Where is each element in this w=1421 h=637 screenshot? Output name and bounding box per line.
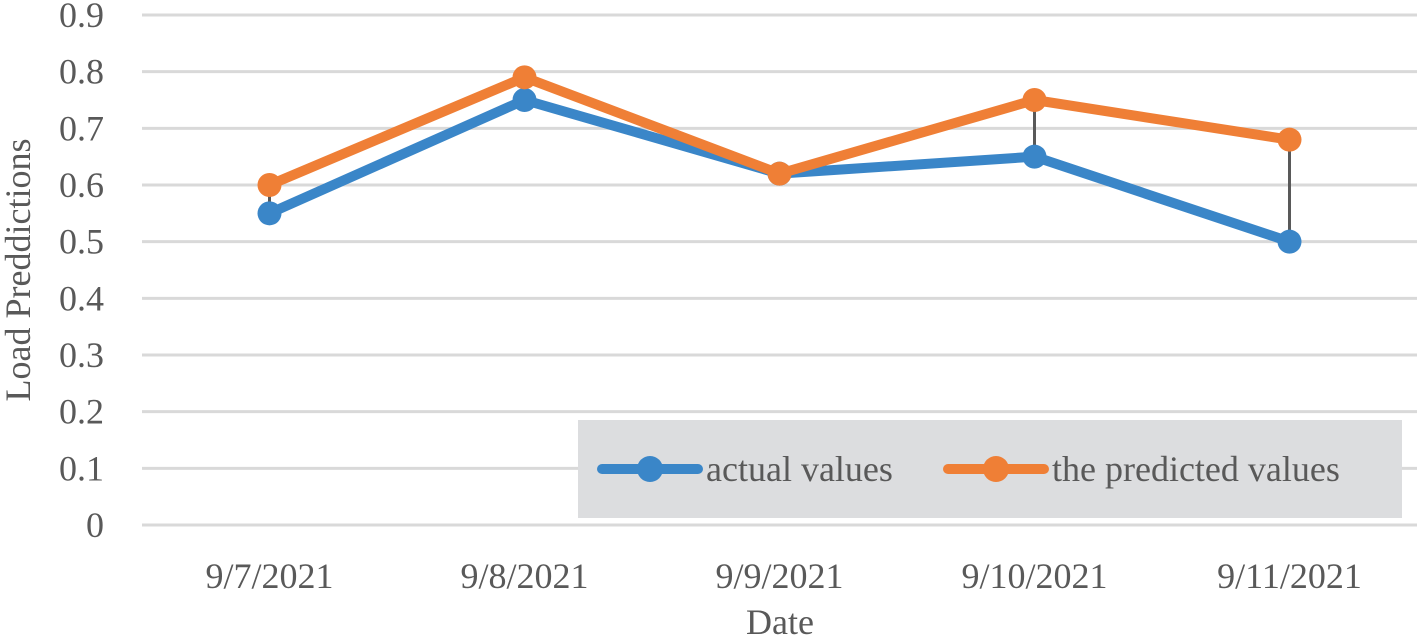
y-axis-ticks: 0 0.1 0.2 0.3 0.4 0.5 0.6 0.7 0.8 0.9: [59, 0, 104, 545]
x-tick-label: 9/7/2021: [205, 556, 333, 596]
y-axis-title: Load Preddictions: [0, 139, 38, 402]
y-tick-label: 0.7: [59, 108, 104, 148]
data-point: [767, 161, 792, 186]
y-tick-label: 0.1: [59, 448, 104, 488]
data-point: [1022, 144, 1047, 169]
y-tick-label: 0.5: [59, 222, 104, 262]
legend-label: actual values: [706, 449, 893, 489]
y-tick-label: 0.6: [59, 165, 104, 205]
legend-item: actual values: [597, 449, 893, 489]
drop-lines: [268, 77, 1291, 242]
y-tick-label: 0.3: [59, 335, 104, 375]
data-point: [512, 88, 537, 112]
x-axis-ticks: 9/7/2021 9/8/2021 9/9/2021 9/10/2021 9/11/20…: [205, 556, 1361, 596]
legend-label: the predicted values: [1052, 449, 1340, 489]
data-point: [1277, 229, 1302, 254]
y-tick-label: 0.8: [59, 52, 104, 92]
data-point: [1022, 88, 1047, 112]
y-tick-label: 0.2: [59, 392, 104, 432]
data-point: [1277, 127, 1302, 152]
x-tick-label: 9/8/2021: [460, 556, 588, 596]
legend-swatch-marker: [983, 456, 1009, 482]
x-axis-title: Date: [746, 602, 814, 637]
x-tick-label: 9/11/2021: [1217, 556, 1362, 596]
x-tick-label: 9/9/2021: [715, 556, 843, 596]
y-tick-label: 0.9: [59, 0, 104, 35]
gridlines: [142, 13, 1417, 527]
y-tick-label: 0: [86, 505, 104, 545]
data-point: [257, 201, 282, 226]
legend-item: the predicted values: [943, 449, 1340, 489]
y-tick-label: 0.4: [59, 278, 104, 318]
series-group: [257, 65, 1302, 254]
x-tick-label: 9/10/2021: [961, 556, 1107, 596]
data-point: [512, 65, 537, 90]
legend: actual values the predicted values: [578, 420, 1402, 518]
series-1: [257, 65, 1302, 197]
legend-swatch-marker: [637, 456, 663, 482]
data-point: [257, 173, 282, 197]
